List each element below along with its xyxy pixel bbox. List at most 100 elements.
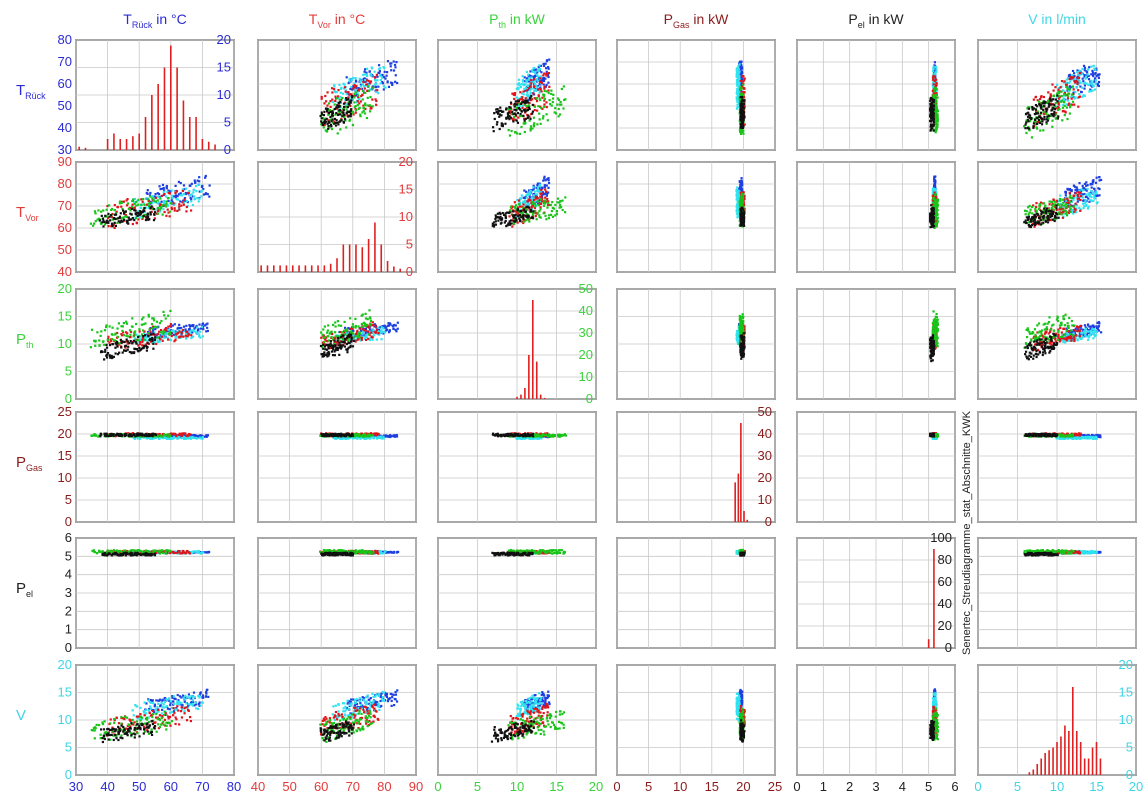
scatter-point [363,77,366,80]
scatter-point [1090,186,1093,189]
scatter-point [935,217,938,220]
scatter-point [742,191,745,194]
scatter-point [929,125,932,128]
y-tick-label: 80 [58,32,72,47]
scatter-point [137,203,140,206]
scatter-point [386,80,389,83]
scatter-point [371,75,374,78]
scatter-point [178,330,181,333]
scatter-point [536,184,539,187]
scatter-point [1091,69,1094,72]
scatter-point [527,88,530,91]
scatter-point [935,92,938,95]
scatter-point [520,209,523,213]
scatter-point [331,118,334,121]
scatter-point [182,203,185,206]
scatter-point [1047,208,1050,211]
scatter-point [363,87,366,90]
scatter-point [936,219,939,222]
scatter-point [147,342,151,345]
scatter-point [933,92,937,95]
scatter-point [1068,106,1072,109]
scatter-point [143,210,146,214]
scatter-point [548,58,551,61]
scatter-point [329,124,332,128]
scatter-point [1024,123,1027,126]
scatter-point [1069,80,1072,83]
scatter-point [933,79,937,83]
scatter-point [536,71,539,74]
scatter-point [546,192,549,195]
scatter-point [1028,106,1031,109]
scatter-point [501,211,504,215]
scatter-point [138,216,141,219]
scatter-point [140,210,143,213]
scatter-point [173,209,176,212]
scatter-point [1062,208,1065,211]
scatter-point [518,213,521,217]
scatter-point [511,110,514,113]
scatter-point [1078,72,1081,75]
scatter-point [935,191,938,194]
scatter-point [124,210,127,213]
scatter-point [168,330,172,334]
scatter-point [353,82,356,85]
scatter-point [137,218,140,221]
scatter-point [506,211,509,214]
scatter-point [1053,219,1056,223]
scatter-point [933,73,936,76]
scatter-point [166,208,169,211]
scatter-point [378,70,381,73]
scatter-point [148,336,151,339]
scatter-point [197,327,200,331]
scatter-point [352,76,355,80]
scatter-point [1060,94,1063,98]
scatter-point [1076,197,1079,200]
scatter-point [1024,127,1027,130]
scatter-point [178,329,181,332]
scatter-point [133,218,136,222]
scatter-point [541,191,544,194]
scatter-point [161,187,164,190]
panel-frame [75,161,235,273]
scatter-point [113,208,116,212]
scatter-point [518,202,521,206]
scatter-point [736,88,739,92]
scatter-point [551,97,555,100]
scatter-point [137,198,140,201]
scatter-point [1078,182,1081,185]
scatter-point [1052,205,1055,208]
scatter-point [201,189,204,192]
scatter-point [1080,188,1083,191]
scatter-point [1047,91,1050,94]
scatter-point [1034,221,1037,224]
scatter-point [530,196,534,199]
scatter-point [1069,200,1072,203]
scatter-point [1080,86,1084,89]
scatter-point [545,190,548,193]
scatter-point [186,204,189,208]
scatter-point [743,194,746,197]
scatter-point [736,83,739,86]
scatter-point [542,79,546,82]
scatter-point [159,328,163,332]
scatter-point [362,80,365,84]
scatter-point [1082,64,1086,67]
scatter-point [181,189,185,193]
scatter-point [1053,200,1057,203]
scatter-point [139,206,143,210]
scatter-point [106,220,109,223]
scatter-point [931,89,935,93]
scatter-point [1088,66,1091,69]
scatter-point [737,77,740,80]
scatter-point [194,185,198,188]
scatter-point [544,62,547,65]
scatter-point [932,78,935,81]
scatter-point [365,83,368,86]
scatter-point [516,83,519,86]
scatter-point [152,338,155,341]
scatter-point [553,111,556,114]
scatter-point [523,76,526,79]
scatter-point [534,215,537,218]
scatter-point [1089,82,1092,85]
